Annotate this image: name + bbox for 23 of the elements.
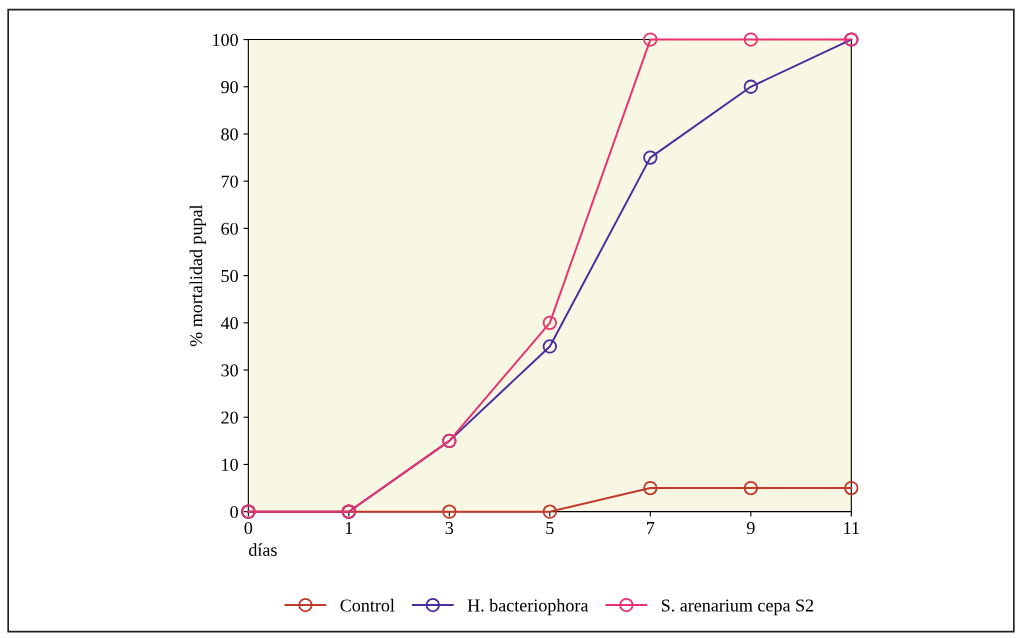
y-tick-label: 50 bbox=[221, 269, 238, 283]
x-tick-label: 7 bbox=[647, 522, 655, 534]
y-tick-label: 90 bbox=[221, 81, 238, 94]
x-tick-label: 0 bbox=[244, 521, 253, 535]
x-tick-label: 5 bbox=[546, 522, 554, 535]
legend-label: Control bbox=[340, 598, 395, 612]
y-tick-label: 30 bbox=[221, 364, 238, 377]
y-tick-label: 70 bbox=[221, 175, 238, 188]
legend-label: H. bacteriophora bbox=[467, 598, 589, 616]
y-tick-label: 0 bbox=[230, 505, 238, 519]
legend-label: S. arenarium cepa S2 bbox=[661, 599, 814, 616]
y-tick-label: 10 bbox=[222, 458, 238, 471]
x-axis-title: días bbox=[249, 543, 277, 557]
y-tick-label: 100 bbox=[213, 33, 238, 46]
y-tick-label: 80 bbox=[221, 128, 238, 141]
y-tick-label: 40 bbox=[220, 317, 238, 330]
x-tick-label: 11 bbox=[844, 522, 859, 534]
y-axis-title: % mortalidad pupal bbox=[189, 204, 206, 347]
y-tick-label: 20 bbox=[221, 411, 238, 424]
x-tick-label: 1 bbox=[345, 522, 353, 534]
x-tick-label: 3 bbox=[445, 521, 454, 535]
y-tick-label: 60 bbox=[221, 222, 238, 235]
x-tick-label: 9 bbox=[746, 521, 755, 535]
